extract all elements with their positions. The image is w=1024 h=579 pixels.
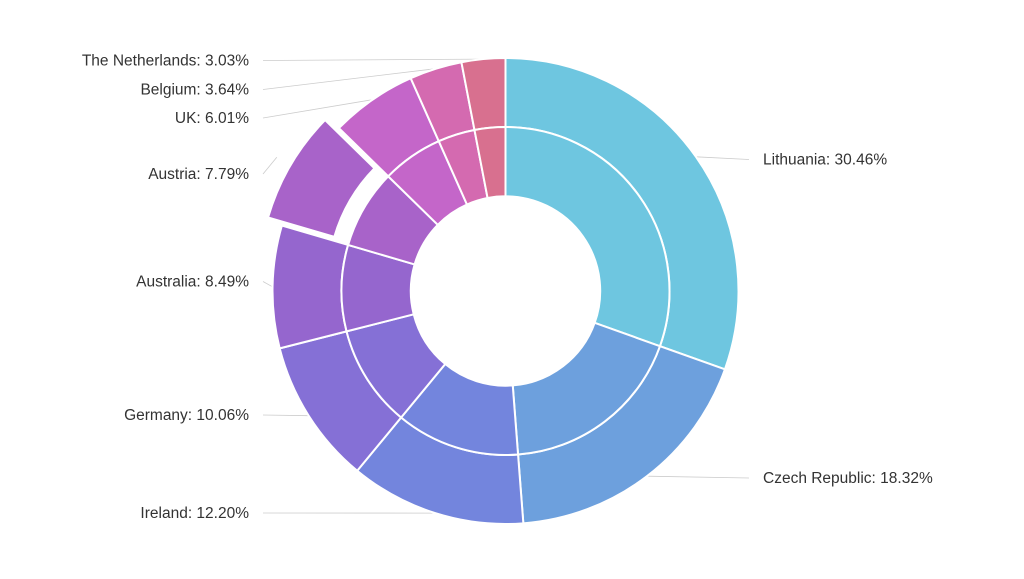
svg-text:Austria: 7.79%: Austria: 7.79%: [148, 166, 249, 183]
svg-text:The Netherlands: 3.03%: The Netherlands: 3.03%: [82, 53, 249, 70]
svg-text:Ireland: 12.20%: Ireland: 12.20%: [140, 505, 249, 522]
svg-text:UK: 6.01%: UK: 6.01%: [175, 110, 249, 127]
svg-text:Germany: 10.06%: Germany: 10.06%: [124, 407, 249, 424]
svg-text:Czech Republic: 18.32%: Czech Republic: 18.32%: [763, 470, 933, 487]
svg-text:Lithuania: 30.46%: Lithuania: 30.46%: [763, 152, 887, 169]
svg-text:Australia: 8.49%: Australia: 8.49%: [136, 274, 249, 291]
svg-text:Belgium: 3.64%: Belgium: 3.64%: [140, 82, 249, 99]
